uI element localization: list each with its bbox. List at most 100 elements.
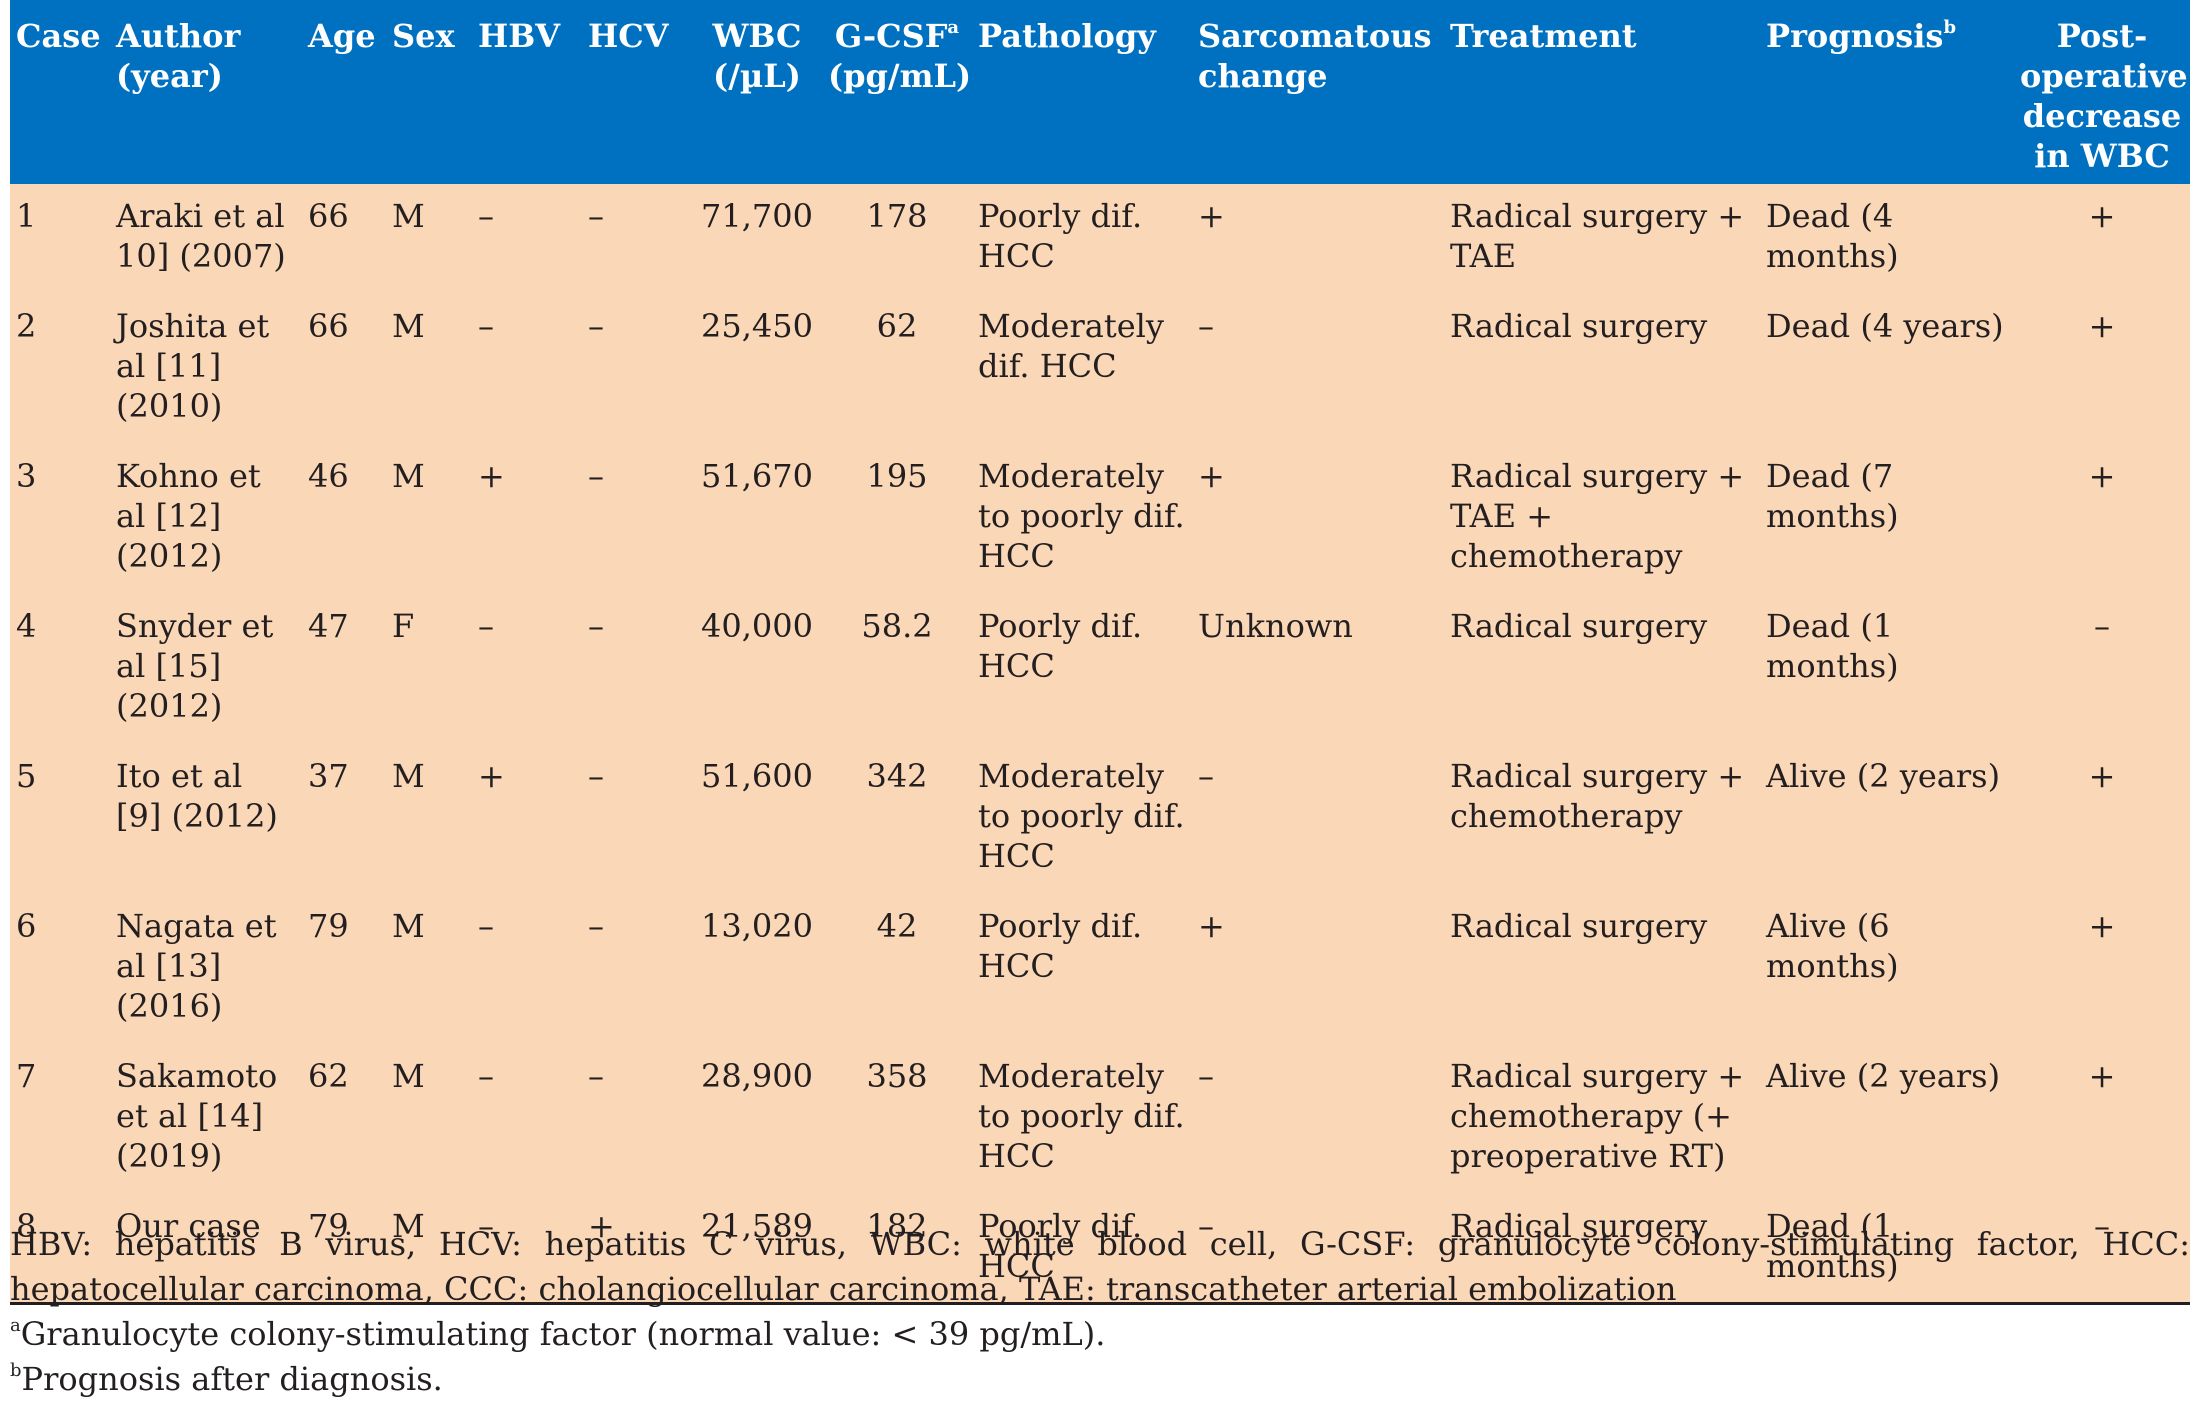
- cell-age: 46: [302, 444, 386, 594]
- cell-prognosis: Alive (6 months): [1760, 894, 2014, 1044]
- cell-hcv: –: [582, 184, 692, 294]
- header-author: Author (year): [110, 0, 302, 184]
- table-body: 1 Araki et al 10] (2007) 66 M – –71,700 178 Poo…: [10, 184, 2190, 1305]
- cell-wbc: 28,900: [692, 1044, 822, 1194]
- cell-age: 79: [302, 894, 386, 1044]
- cell-postop-wbc: +: [2014, 444, 2190, 594]
- cell-pathology: Moderately to poorly dif. HCC: [972, 444, 1192, 594]
- cell-hbv: –: [472, 294, 582, 444]
- footnote-b-marker: b: [10, 1360, 22, 1381]
- cell-sex: M: [386, 184, 472, 294]
- abbreviations-note: HBV: hepatitis B virus, HCV: hepatitis C…: [10, 1225, 2190, 1308]
- cell-case: 7: [10, 1044, 110, 1194]
- cell-author: Our case: [110, 1194, 302, 1305]
- cell-pathology: Moderately to poorly dif. HCC: [972, 744, 1192, 894]
- cell-hbv: –: [472, 184, 582, 294]
- cell-pathology: Poorly dif. HCC: [972, 1194, 1192, 1305]
- header-gcsf-footnote-marker: a: [947, 17, 960, 38]
- footnote-a-marker: a: [10, 1315, 21, 1336]
- cell-wbc: 21,589: [692, 1194, 822, 1305]
- cell-postop-wbc: +: [2014, 744, 2190, 894]
- cell-case: 1: [10, 184, 110, 294]
- cell-treatment: Radical surgery + TAE + chemotherapy: [1444, 444, 1760, 594]
- cell-prognosis: Dead (1 months): [1760, 594, 2014, 744]
- cell-pathology: Poorly dif. HCC: [972, 184, 1192, 294]
- cell-treatment: Radical surgery: [1444, 1194, 1760, 1305]
- cell-gcsf: 195: [822, 444, 972, 594]
- cell-hbv: +: [472, 744, 582, 894]
- header-hcv: HCV: [582, 0, 692, 184]
- cell-pathology: Moderately dif. HCC: [972, 294, 1192, 444]
- cell-treatment: Radical surgery + TAE: [1444, 184, 1760, 294]
- cell-gcsf: 358: [822, 1044, 972, 1194]
- cell-sex: M: [386, 444, 472, 594]
- table-header: Case Author (year) Age Sex HBV HCV WBC (…: [10, 0, 2190, 184]
- header-prognosis: Prognosisb: [1760, 0, 2014, 184]
- cell-case: 4: [10, 594, 110, 744]
- header-sarcomatous: Sarcomatous change: [1192, 0, 1444, 184]
- table-row: 1 Araki et al 10] (2007) 66 M – –71,700 178 Poo…: [10, 184, 2190, 294]
- case-table-container: Case Author (year) Age Sex HBV HCV WBC (…: [10, 0, 2190, 1305]
- header-prognosis-footnote-marker: b: [1943, 17, 1957, 38]
- cell-sarcomatous: –: [1192, 294, 1444, 444]
- footnote-b-text: Prognosis after diagnosis.: [21, 1360, 443, 1398]
- cell-hcv: –: [582, 744, 692, 894]
- cell-case: 6: [10, 894, 110, 1044]
- cell-gcsf: 178: [822, 184, 972, 294]
- cell-prognosis: Dead (7 months): [1760, 444, 2014, 594]
- cell-sex: M: [386, 1044, 472, 1194]
- cell-hcv: –: [582, 444, 692, 594]
- cell-postop-wbc: –: [2014, 1194, 2190, 1305]
- cell-author: Kohno et al [12] (2012): [110, 444, 302, 594]
- cell-wbc: 40,000: [692, 594, 822, 744]
- cell-wbc: 51,670: [692, 444, 822, 594]
- cell-postop-wbc: –: [2014, 594, 2190, 744]
- cell-postop-wbc: +: [2014, 294, 2190, 444]
- table-row: 3 Kohno et al [12] (2012) 46 M + –51,670 195 Mo…: [10, 444, 2190, 594]
- cell-sex: M: [386, 744, 472, 894]
- cell-prognosis: Dead (4 months): [1760, 184, 2014, 294]
- cell-sarcomatous: +: [1192, 894, 1444, 1044]
- table-row: 7 Sakamoto et al [14] (2019) 62 M – –28,900 35…: [10, 1044, 2190, 1194]
- table-row: 8 Our case 79 M – +21,589 182 Poorly dif. HCC – R…: [10, 1194, 2190, 1305]
- table-row: 4 Snyder et al [15] (2012) 47 F – –40,000 58.2…: [10, 594, 2190, 744]
- cell-age: 79: [302, 1194, 386, 1305]
- cell-wbc: 25,450: [692, 294, 822, 444]
- table-row: 5 Ito et al [9] (2012) 37 M + –51,600 342 Moder…: [10, 744, 2190, 894]
- cell-wbc: 71,700: [692, 184, 822, 294]
- cell-author: Sakamoto et al [14] (2019): [110, 1044, 302, 1194]
- footnote-a-text: Granulocyte colony-stimulating factor (n…: [20, 1315, 1106, 1353]
- cell-case: 5: [10, 744, 110, 894]
- footnote-b: bPrognosis after diagnosis.: [10, 1357, 2190, 1402]
- cell-hbv: –: [472, 594, 582, 744]
- header-gcsf: G-CSFa (pg/mL): [822, 0, 972, 184]
- header-pathology: Pathology: [972, 0, 1192, 184]
- cell-author: Araki et al 10] (2007): [110, 184, 302, 294]
- cell-sex: M: [386, 294, 472, 444]
- cell-pathology: Moderately to poorly dif. HCC: [972, 1044, 1192, 1194]
- cell-hbv: –: [472, 1044, 582, 1194]
- header-prognosis-label: Prognosis: [1766, 17, 1944, 55]
- cell-case: 8: [10, 1194, 110, 1305]
- cell-pathology: Poorly dif. HCC: [972, 894, 1192, 1044]
- header-postop-wbc: Post-operative decrease in WBC: [2014, 0, 2190, 184]
- header-gcsf-label: G-CSF: [834, 17, 948, 55]
- cell-sarcomatous: +: [1192, 184, 1444, 294]
- cell-gcsf: 58.2: [822, 594, 972, 744]
- header-treatment: Treatment: [1444, 0, 1760, 184]
- cell-wbc: 13,020: [692, 894, 822, 1044]
- cell-hcv: –: [582, 1044, 692, 1194]
- cell-hbv: –: [472, 1194, 582, 1305]
- cell-wbc: 51,600: [692, 744, 822, 894]
- cell-sex: M: [386, 894, 472, 1044]
- cell-treatment: Radical surgery: [1444, 894, 1760, 1044]
- cell-gcsf: 42: [822, 894, 972, 1044]
- cell-treatment: Radical surgery: [1444, 594, 1760, 744]
- cell-gcsf: 342: [822, 744, 972, 894]
- header-case: Case: [10, 0, 110, 184]
- cell-prognosis: Alive (2 years): [1760, 1044, 2014, 1194]
- cell-age: 47: [302, 594, 386, 744]
- header-age: Age: [302, 0, 386, 184]
- table-row: 2 Joshita et al [11] (2010) 66 M – –25,450 62 M…: [10, 294, 2190, 444]
